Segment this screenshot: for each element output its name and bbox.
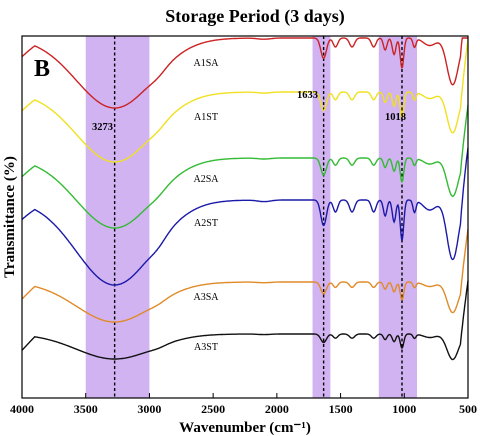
- x-tick-label-500: 500: [459, 402, 477, 416]
- x-tick-label-3500: 3500: [74, 402, 98, 416]
- spectra-curves: [21, 37, 469, 361]
- x-tick-label-2000: 2000: [265, 402, 289, 416]
- series-label-a1st: A1ST: [194, 112, 218, 123]
- series-a2st-line: [21, 147, 469, 286]
- reference-lines: [113, 36, 403, 398]
- x-tick-label-1000: 1000: [392, 402, 416, 416]
- chart-title: Storage Period (3 days): [165, 6, 344, 27]
- series-label-a2st: A2ST: [194, 218, 218, 229]
- annotation-3273: 3273: [92, 122, 113, 133]
- panel-label: B: [34, 56, 50, 82]
- series-a1st-line: [21, 39, 469, 163]
- annotation-1018: 1018: [385, 112, 406, 123]
- series-a3sa-line: [21, 228, 469, 323]
- x-tick-label-2500: 2500: [201, 402, 225, 416]
- shaded-bands: [85, 36, 418, 398]
- series-a2sa-line: [21, 105, 469, 229]
- x-tick-label-1500: 1500: [329, 402, 353, 416]
- series-labels: A1SA A1ST A2SA A2ST A3SA A3ST: [193, 58, 219, 353]
- shaded-band-3: [378, 36, 418, 398]
- x-axis-label: Wavenumber (cm⁻¹): [179, 420, 311, 436]
- series-label-a1sa: A1SA: [193, 58, 219, 69]
- shaded-band-1: [85, 36, 150, 398]
- series-a1sa-line: [21, 37, 468, 109]
- series-a3st-line: [21, 280, 469, 361]
- series-label-a3sa: A3SA: [193, 292, 219, 303]
- annotation-1633: 1633: [297, 90, 318, 101]
- plot-frame: [21, 35, 469, 399]
- series-label-a3st: A3ST: [194, 342, 218, 353]
- series-label-a2sa: A2SA: [193, 174, 219, 185]
- y-axis-label: Transmittance (%): [2, 156, 18, 278]
- peak-annotations: 3273 1633 1018: [92, 90, 406, 133]
- x-axis-ticks: 4000 3500 3000 2500 2000 1500 1000 500: [10, 393, 477, 416]
- x-tick-label-3000: 3000: [137, 402, 161, 416]
- x-tick-label-4000: 4000: [10, 402, 34, 416]
